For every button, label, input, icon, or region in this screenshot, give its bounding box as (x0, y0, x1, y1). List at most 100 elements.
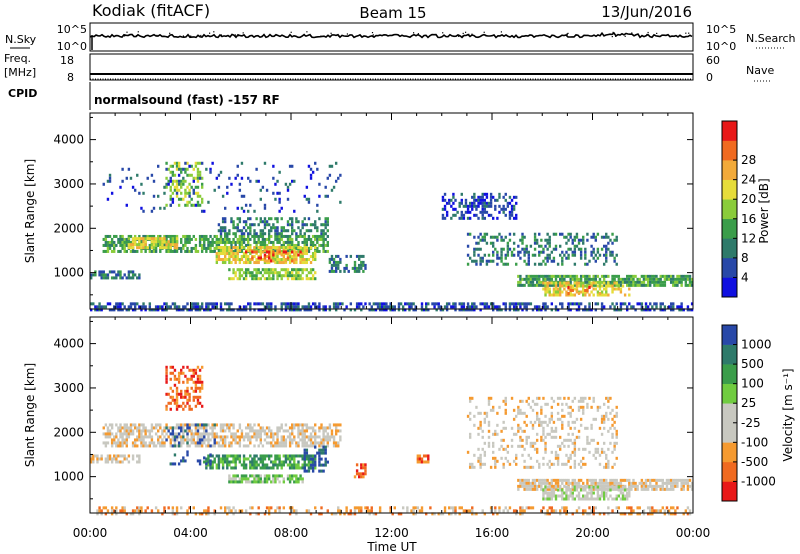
velocity-cell (657, 478, 660, 482)
velocity-cell (533, 481, 537, 485)
velocity-cell (182, 432, 185, 436)
velocity-cell (169, 438, 172, 442)
power-cell (504, 305, 507, 309)
velocity-cell (303, 438, 306, 442)
power-cell (374, 308, 378, 312)
velocity-cell (282, 435, 286, 439)
power-cell (307, 229, 311, 233)
velocity-cell (468, 411, 472, 415)
velocity-cell (611, 435, 614, 439)
power-cell (427, 302, 430, 306)
velocity-cell (303, 457, 306, 461)
power-cell (600, 308, 604, 312)
power-cell (305, 185, 309, 189)
power-cell (425, 308, 428, 312)
velocity-cell (517, 487, 520, 491)
velocity-cell (121, 435, 124, 439)
power-cell (144, 234, 147, 238)
power-cell (611, 274, 614, 278)
velocity-cell (182, 401, 185, 405)
velocity-cell (150, 429, 154, 433)
velocity-cell (247, 435, 250, 439)
power-cell (110, 243, 114, 247)
power-cell (596, 247, 600, 251)
velocity-cell (425, 454, 428, 458)
power-cell (108, 243, 112, 247)
power-cell (263, 240, 267, 244)
power-cell (659, 277, 662, 281)
power-cell (113, 276, 116, 280)
velocity-cell (211, 429, 214, 433)
power-cell (636, 302, 639, 306)
power-cell (565, 235, 568, 239)
power-cell (337, 176, 340, 180)
velocity-cell (561, 478, 564, 482)
power-cell (173, 305, 177, 309)
velocity-cell (556, 484, 560, 488)
power-cell (326, 249, 329, 253)
power-cell (265, 271, 269, 275)
power-cell (303, 258, 306, 262)
power-cell (498, 232, 501, 236)
velocity-cell (548, 417, 551, 421)
velocity-cell (280, 460, 283, 464)
velocity-cell (140, 444, 143, 448)
velocity-cell (611, 417, 614, 421)
power-cell (621, 280, 625, 284)
power-cell (282, 252, 286, 256)
power-cell (242, 246, 246, 250)
velocity-cell (364, 466, 367, 470)
velocity-cell (251, 435, 254, 439)
power-cell (140, 243, 143, 247)
power-cell (546, 305, 549, 309)
power-cell (240, 232, 244, 236)
velocity-cell (198, 435, 202, 439)
power-cell (642, 308, 646, 312)
power-cell (280, 226, 283, 230)
velocity-cell (288, 438, 292, 442)
velocity-cell (169, 441, 172, 445)
velocity-cell (559, 478, 562, 482)
velocity-cell (309, 454, 313, 458)
power-cell (148, 237, 152, 241)
velocity-cell (561, 441, 564, 445)
velocity-cell (270, 466, 273, 470)
power-cell (309, 305, 313, 309)
power-cell (596, 284, 600, 288)
velocity-cell (167, 392, 170, 396)
power-cell (200, 176, 204, 180)
velocity-cell (200, 432, 204, 436)
velocity-cell (360, 509, 363, 513)
power-cell (144, 246, 147, 250)
velocity-cell (291, 466, 294, 470)
power-cell (184, 234, 187, 238)
velocity-cell (324, 435, 327, 439)
power-cell (535, 283, 539, 287)
power-cell (632, 280, 635, 284)
velocity-cell (171, 438, 175, 442)
velocity-cell (638, 481, 641, 485)
power-cell (607, 293, 610, 297)
velocity-cell (133, 509, 137, 513)
velocity-cell (261, 480, 265, 484)
power-cell (299, 246, 302, 250)
power-cell (345, 254, 348, 258)
velocity-cell (253, 444, 256, 448)
velocity-cell (251, 426, 254, 430)
velocity-region (102, 423, 342, 448)
velocity-cell (257, 512, 260, 516)
velocity-cell (265, 463, 269, 467)
power-cell (228, 237, 231, 241)
velocity-cell (226, 466, 229, 470)
velocity-cell (119, 460, 122, 464)
velocity-cell (173, 432, 177, 436)
power-cell (198, 173, 202, 177)
velocity-cell (502, 399, 505, 403)
power-cell (332, 302, 336, 306)
power-cell (228, 308, 231, 312)
power-cell (475, 262, 478, 266)
power-cell (150, 308, 154, 312)
velocity-cell (364, 469, 367, 473)
velocity-cell (115, 457, 118, 461)
velocity-cell (605, 411, 608, 415)
